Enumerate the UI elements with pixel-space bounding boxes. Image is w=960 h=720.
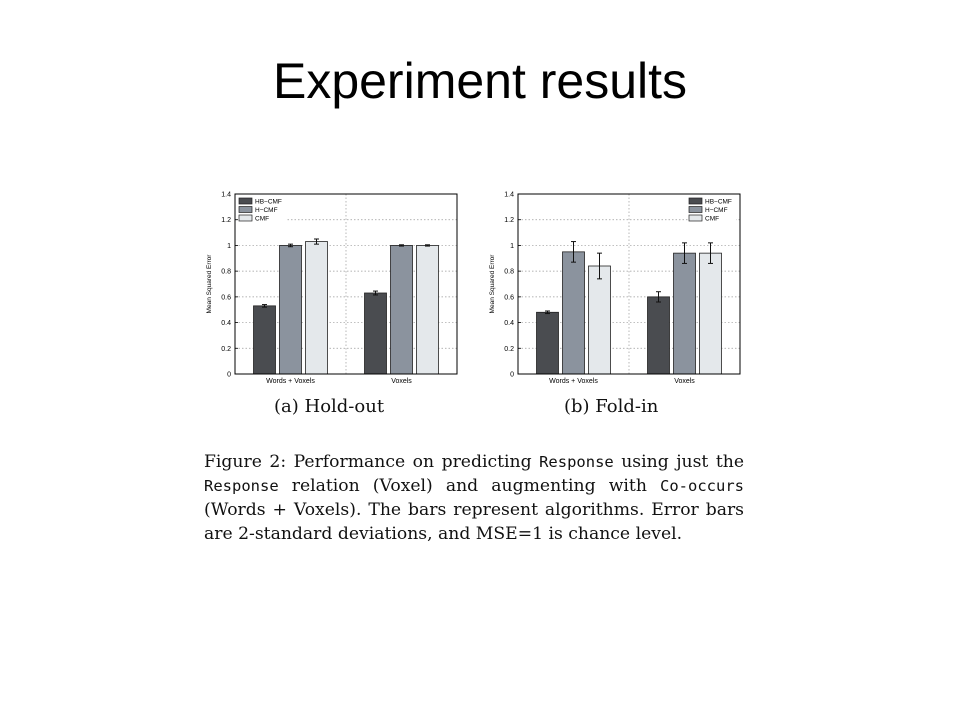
y-tick-label: 1.2 [221,217,231,224]
bar [364,292,387,375]
y-tick-label: 0 [227,372,231,379]
caption-part-4: (Words + Voxels). The bars represent alg… [204,500,744,544]
x-tick-label: Words + Voxels [266,378,315,385]
bar [673,252,696,375]
subcaption-hold-out: (a) Hold-out [274,396,385,417]
y-tick-label: 0.8 [221,269,231,276]
caption-code-co-occurs: Co-occurs [660,477,744,495]
bar [305,241,328,375]
chart-hold-out-svg: 0 0.2 0.4 0.6 0.8 1 1.2 1.4 Words + Voxels Voxels… [206,192,458,385]
y-tick-label: 0.8 [504,269,514,276]
bar [699,252,722,375]
y-axis-label: Mean Squared Error [489,254,496,314]
bar [588,265,611,375]
caption-code-response-1: Response [539,453,614,471]
bar [253,305,276,375]
bar [416,245,439,375]
y-tick-label: 0.2 [221,346,231,353]
legend-label: CMF [705,216,719,223]
y-tick-label: 1.4 [221,192,231,199]
y-tick-label: 1.2 [504,217,514,224]
caption-part-3: relation (Voxel) and augmenting with [278,476,660,496]
chart-hold-out: 0 0.2 0.4 0.6 0.8 1 1.2 1.4 Words + Voxels Voxels… [195,186,475,396]
legend-swatch [688,197,703,205]
y-tick-label: 1 [227,243,231,250]
y-tick-label: 0 [510,372,514,379]
legend-swatch [688,206,703,213]
plot-frame [234,193,458,375]
legend-swatch [238,206,253,213]
y-axis-label: Mean Squared Error [206,254,213,314]
legend-label: HB−CMF [705,199,732,206]
caption-prefix: Figure 2: Performance on predicting [204,452,540,472]
chart-fold-in-svg: 0 0.2 0.4 0.6 0.8 1 1.2 1.4 Words + Voxels Voxels… [489,192,741,385]
y-tick-label: 0.6 [221,294,231,301]
bar [390,245,413,375]
legend-label: H−CMF [705,207,728,214]
y-tick-label: 1.4 [504,192,514,199]
y-tick-label: 1 [510,243,514,250]
y-tick-label: 0.4 [504,320,514,327]
subcaption-fold-in: (b) Fold-in [564,396,659,417]
y-tick-label: 0.2 [504,346,514,353]
bar [279,245,302,375]
x-tick-label: Voxels [674,378,695,385]
legend-swatch [688,214,703,222]
slide-title: Experiment results [272,53,688,109]
legend-label: CMF [255,216,269,223]
bar [647,296,670,375]
legend-swatch [238,197,253,205]
x-tick-label: Voxels [391,378,412,385]
figure-caption: Figure 2: Performance on predicting Resp… [204,450,744,546]
caption-code-response-2: Response [204,477,279,495]
caption-part-2: using just the [613,452,744,472]
x-tick-label: Words + Voxels [549,378,598,385]
legend-label: H−CMF [255,207,278,214]
bar [536,311,559,375]
legend-swatch [238,214,253,222]
y-tick-label: 0.4 [221,320,231,327]
chart-fold-in: 0 0.2 0.4 0.6 0.8 1 1.2 1.4 Words + Voxels Voxels… [478,186,758,396]
y-tick-label: 0.6 [504,294,514,301]
plot-frame [517,193,741,375]
bar [562,251,585,375]
legend-label: HB−CMF [255,199,282,206]
